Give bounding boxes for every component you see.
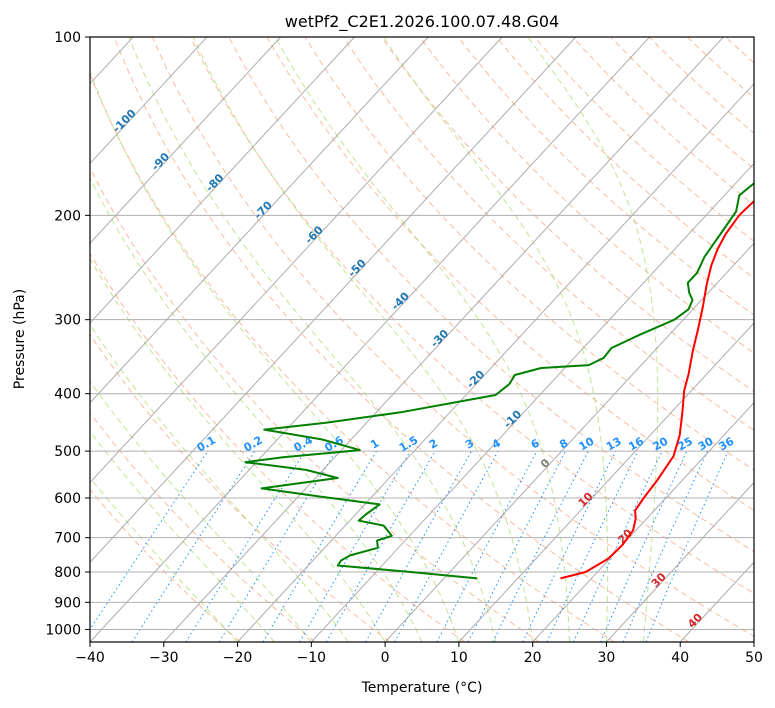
moist-adiabat [192,37,534,642]
x-tick-label: −30 [149,650,179,666]
y-axis-label: Pressure (hPa) [12,289,28,389]
mixing-ratio-line [131,450,256,642]
moist-adiabat [128,37,497,642]
y-axis-ticks: 100 200 300 400 500 600 700 800 900 1000 [45,30,90,638]
dry-adiabat [266,37,754,512]
y-tick-label: 300 [54,313,81,329]
y-tick-label: 500 [54,444,81,460]
plot-frame [89,36,755,643]
mixing-ratio-line [573,450,663,642]
isotherm [384,242,754,642]
profile-series [244,182,754,580]
dry-adiabat [90,73,615,642]
isotherm [90,37,208,165]
x-axis-label: Temperature (°C) [361,680,483,696]
isotherm [237,82,754,642]
mixing-ratio-line [546,450,639,642]
x-axis-ticks: −40 −30 −20 −10 0 10 20 30 40 50 [75,642,763,666]
x-tick-label: −40 [75,650,105,666]
isotherm [90,37,503,484]
moist-adiabat [527,37,659,642]
moist-adiabat [274,37,571,642]
y-tick-label: 700 [54,531,81,547]
x-tick-label: 10 [450,650,468,666]
dry-adiabat [90,411,316,642]
dry-adiabat [90,333,391,642]
isotherm [90,37,355,324]
isotherm [458,322,754,642]
x-tick-label: 20 [524,650,542,666]
isotherm [90,37,650,642]
chart-title: wetPf2_C2E1.2026.100.07.48.G04 [285,12,559,32]
temperature-profile [560,200,754,580]
mixing-ratio-line [522,450,617,642]
y-tick-label: 1000 [45,622,81,638]
y-tick-label: 100 [54,30,81,46]
dewpoint-profile [244,182,754,580]
isotherm [606,481,754,642]
dry-adiabat [342,37,754,431]
dry-adiabat [113,37,690,642]
isotherm [90,37,429,404]
y-tick-label: 600 [54,491,81,507]
dry-adiabat [190,37,754,595]
isotherm [90,37,282,244]
x-tick-label: 0 [381,650,390,666]
moist-adiabat [383,37,609,642]
y-tick-label: 900 [54,595,81,611]
dry-adiabat [90,166,540,642]
grid [90,37,754,642]
isotherm [310,162,754,642]
y-tick-label: 800 [54,565,81,581]
dry-adiabat [90,488,241,642]
mixing-ratio-line [262,450,378,642]
isotherm [163,37,724,642]
dry-adiabat [304,37,754,471]
moist-adiabat [90,323,349,642]
mixing-ratio-line [394,450,499,642]
isotherm [90,37,577,563]
mixing-ratio-line [90,450,209,631]
moist-adiabat [90,177,423,642]
mixing-ratio-line [299,450,411,642]
mixing-ratio-line [218,450,337,642]
moist-adiabat [90,70,460,642]
x-tick-label: −10 [297,650,327,666]
background-lines [90,37,754,642]
y-tick-label: 400 [54,387,81,403]
x-tick-label: 40 [671,650,689,666]
plot-area [90,37,754,642]
y-tick-label: 200 [54,208,81,224]
mixing-ratio-line [185,450,306,642]
x-tick-label: 30 [598,650,616,666]
x-tick-label: −20 [223,650,253,666]
x-tick-label: 50 [745,650,763,666]
